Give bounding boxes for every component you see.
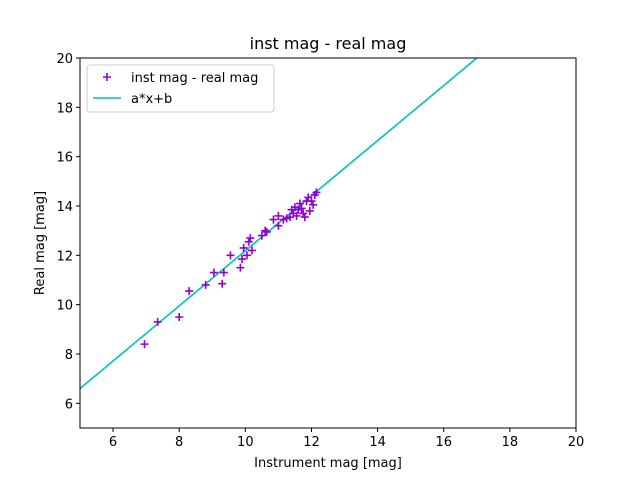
plot-area	[79, 57, 577, 429]
data-point	[261, 226, 270, 235]
x-axis-label: Instrument mag [mag]	[254, 456, 402, 471]
data-point	[309, 200, 318, 209]
plot-frame	[79, 57, 577, 429]
data-point	[312, 188, 321, 197]
y-tick-label: 16	[56, 151, 73, 166]
legend-label: inst mag - real mag	[131, 71, 258, 86]
data-point	[247, 246, 256, 255]
data-point	[307, 197, 316, 206]
data-point	[305, 206, 314, 215]
x-tick-label: 12	[303, 435, 320, 450]
y-tick-label: 20	[56, 52, 73, 67]
data-point	[300, 213, 309, 222]
legend-label: a*x+b	[131, 92, 172, 107]
y-tick-label: 10	[56, 299, 73, 314]
x-tick-label: 10	[237, 435, 254, 450]
data-point	[262, 227, 271, 236]
x-tick-label: 6	[109, 435, 117, 450]
legend-marker-plus	[103, 73, 111, 81]
data-point	[297, 204, 306, 213]
data-point	[295, 199, 304, 208]
legend: inst mag - real mag a*x+b	[86, 64, 275, 113]
y-tick-label: 8	[65, 348, 73, 363]
data-point	[274, 221, 283, 230]
legend-box	[86, 64, 275, 113]
data-point	[238, 255, 247, 264]
chart-title: inst mag - real mag	[250, 34, 407, 53]
data-point	[209, 268, 218, 277]
data-point	[244, 237, 253, 246]
data-point	[218, 279, 227, 288]
data-point	[226, 251, 235, 260]
data-point	[153, 317, 162, 326]
x-tick-label: 18	[502, 435, 519, 450]
x-axis: 6 8 10 12 14 16 18 20	[109, 428, 584, 450]
data-point	[219, 268, 228, 277]
data-point	[246, 234, 255, 243]
y-axis: 6 8 10 12 14 16 18 20	[56, 52, 80, 412]
x-tick-label: 14	[369, 435, 386, 450]
plot-background	[80, 58, 576, 428]
data-point	[236, 263, 245, 272]
data-point	[274, 211, 283, 220]
data-point	[257, 231, 266, 240]
y-tick-label: 12	[56, 249, 73, 264]
data-point	[185, 287, 194, 296]
y-axis-label: Real mag [mag]	[33, 191, 48, 295]
data-point	[239, 243, 248, 252]
data-point	[242, 251, 251, 260]
data-point	[140, 340, 149, 349]
data-point	[175, 313, 184, 321]
y-tick-label: 14	[56, 200, 73, 215]
data-point	[299, 209, 308, 218]
x-tick-label: 20	[568, 435, 585, 450]
x-tick-label: 16	[435, 435, 452, 450]
y-tick-label: 18	[56, 101, 73, 116]
data-point	[292, 211, 301, 220]
data-point	[269, 215, 278, 224]
x-tick-label: 8	[175, 435, 183, 450]
series-layer	[80, 58, 478, 390]
data-point	[201, 280, 210, 289]
y-tick-label: 6	[65, 397, 73, 412]
